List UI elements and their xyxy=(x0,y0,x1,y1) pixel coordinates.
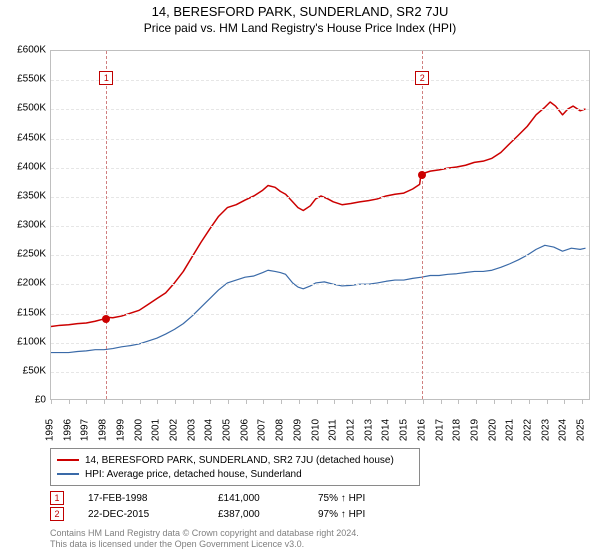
sale-row: 1 17-FEB-1998£141,00075% ↑ HPI xyxy=(50,490,500,506)
series-line xyxy=(51,102,586,327)
legend-label: 14, BERESFORD PARK, SUNDERLAND, SR2 7JU … xyxy=(85,455,394,466)
footer-line-2: This data is licensed under the Open Gov… xyxy=(50,539,359,550)
y-tick-label: £300K xyxy=(17,220,46,231)
x-tick-label: 2002 xyxy=(168,419,179,441)
x-tick-label: 2004 xyxy=(204,419,215,441)
x-tick-label: 2024 xyxy=(558,419,569,441)
sale-row-price: £141,000 xyxy=(218,493,318,504)
gridline xyxy=(51,314,589,315)
sale-row-price: £387,000 xyxy=(218,509,318,520)
y-tick-label: £600K xyxy=(17,45,46,56)
gridline xyxy=(51,284,589,285)
gridline xyxy=(51,343,589,344)
footer-attribution: Contains HM Land Registry data © Crown c… xyxy=(50,528,359,550)
x-tick-label: 2023 xyxy=(540,419,551,441)
gridline xyxy=(51,139,589,140)
y-tick-label: £450K xyxy=(17,132,46,143)
chart-subtitle: Price paid vs. HM Land Registry's House … xyxy=(0,21,600,35)
sale-row-pct: 75% ↑ HPI xyxy=(318,493,418,504)
x-axis-labels: 1995199619971998199920002001200220032004… xyxy=(50,402,590,452)
x-tick-label: 2015 xyxy=(399,419,410,441)
sale-marker-vline xyxy=(422,51,423,399)
x-tick-label: 2010 xyxy=(310,419,321,441)
x-tick-label: 2009 xyxy=(292,419,303,441)
x-tick-label: 2017 xyxy=(434,419,445,441)
x-tick-label: 2003 xyxy=(186,419,197,441)
y-tick-label: £250K xyxy=(17,249,46,260)
chart-title: 14, BERESFORD PARK, SUNDERLAND, SR2 7JU xyxy=(0,4,600,19)
gridline xyxy=(51,226,589,227)
sale-row-date: 17-FEB-1998 xyxy=(88,493,218,504)
x-tick-label: 2020 xyxy=(487,419,498,441)
footer-line-1: Contains HM Land Registry data © Crown c… xyxy=(50,528,359,539)
y-tick-label: £350K xyxy=(17,190,46,201)
x-tick-label: 2005 xyxy=(222,419,233,441)
sale-row-pct: 97% ↑ HPI xyxy=(318,509,418,520)
gridline xyxy=(51,372,589,373)
legend-swatch xyxy=(57,459,79,461)
sale-marker-dot xyxy=(418,171,426,179)
sale-marker-dot xyxy=(102,315,110,323)
x-tick-label: 2006 xyxy=(239,419,250,441)
sale-marker-box: 2 xyxy=(415,71,429,85)
sale-marker-vline xyxy=(106,51,107,399)
x-tick-label: 2000 xyxy=(133,419,144,441)
y-tick-label: £550K xyxy=(17,74,46,85)
y-axis-labels: £0£50K£100K£150K£200K£250K£300K£350K£400… xyxy=(0,50,48,400)
y-tick-label: £100K xyxy=(17,336,46,347)
gridline xyxy=(51,109,589,110)
x-tick-label: 2025 xyxy=(576,419,587,441)
sales-table: 1 17-FEB-1998£141,00075% ↑ HPI 2 22-DEC-201… xyxy=(50,490,500,522)
x-tick-label: 2019 xyxy=(469,419,480,441)
x-tick-label: 2016 xyxy=(416,419,427,441)
legend-item: HPI: Average price, detached house, Sund… xyxy=(57,467,413,481)
x-tick-label: 2021 xyxy=(505,419,516,441)
x-tick-label: 1999 xyxy=(115,419,126,441)
sale-row: 2 22-DEC-2015£387,00097% ↑ HPI xyxy=(50,506,500,522)
sale-marker-box: 1 xyxy=(99,71,113,85)
y-tick-label: £400K xyxy=(17,161,46,172)
chart-plot-area: 12 xyxy=(50,50,590,400)
x-tick-label: 2012 xyxy=(345,419,356,441)
sale-row-marker: 1 xyxy=(50,491,64,505)
sale-row-date: 22-DEC-2015 xyxy=(88,509,218,520)
sale-row-marker: 2 xyxy=(50,507,64,521)
x-tick-label: 2008 xyxy=(275,419,286,441)
x-tick-label: 1996 xyxy=(62,419,73,441)
y-tick-label: £200K xyxy=(17,278,46,289)
y-tick-label: £150K xyxy=(17,307,46,318)
x-tick-label: 2014 xyxy=(381,419,392,441)
legend-swatch xyxy=(57,473,79,475)
x-tick-label: 2022 xyxy=(523,419,534,441)
x-tick-label: 2011 xyxy=(328,419,339,441)
gridline xyxy=(51,168,589,169)
x-tick-label: 1997 xyxy=(80,419,91,441)
x-tick-label: 2001 xyxy=(151,419,162,441)
x-tick-label: 1998 xyxy=(98,419,109,441)
chart-svg xyxy=(51,51,589,399)
x-tick-label: 2018 xyxy=(452,419,463,441)
y-tick-label: £0 xyxy=(35,395,46,406)
gridline xyxy=(51,80,589,81)
x-tick-label: 2007 xyxy=(257,419,268,441)
gridline xyxy=(51,197,589,198)
y-tick-label: £50K xyxy=(23,365,46,376)
x-tick-label: 2013 xyxy=(363,419,374,441)
series-line xyxy=(51,245,586,352)
x-tick-label: 1995 xyxy=(45,419,56,441)
chart-legend: 14, BERESFORD PARK, SUNDERLAND, SR2 7JU … xyxy=(50,448,420,486)
legend-label: HPI: Average price, detached house, Sund… xyxy=(85,469,302,480)
y-tick-label: £500K xyxy=(17,103,46,114)
gridline xyxy=(51,255,589,256)
legend-item: 14, BERESFORD PARK, SUNDERLAND, SR2 7JU … xyxy=(57,453,413,467)
